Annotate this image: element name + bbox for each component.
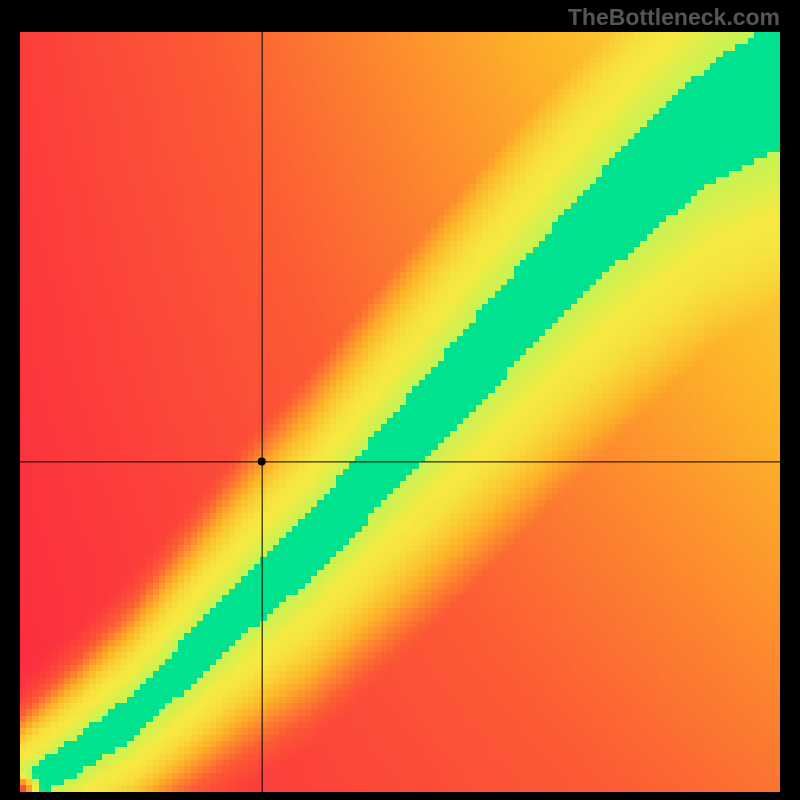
watermark-text: TheBottleneck.com (568, 4, 780, 31)
bottleneck-heatmap (20, 32, 780, 792)
chart-container: TheBottleneck.com (0, 0, 800, 800)
